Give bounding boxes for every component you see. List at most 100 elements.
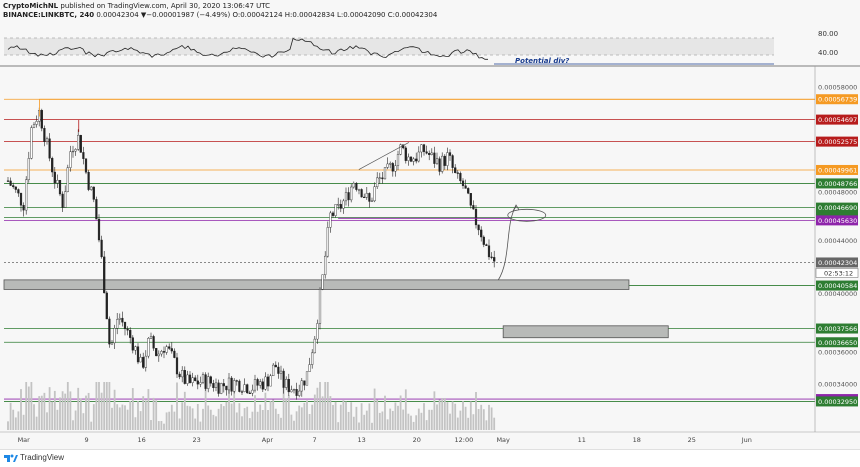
candle — [162, 351, 166, 353]
volume-bar — [269, 401, 272, 430]
candle — [170, 348, 173, 352]
volume-bar — [350, 402, 353, 430]
volume-bar — [326, 382, 329, 430]
volume-bar — [441, 397, 444, 430]
volume-bar — [22, 414, 25, 430]
volume-bar — [472, 414, 475, 430]
candles — [6, 107, 496, 400]
candle — [331, 212, 335, 216]
candle — [207, 376, 210, 389]
candle — [129, 329, 132, 338]
candle — [149, 336, 153, 339]
volume-bar — [173, 411, 176, 430]
candle — [48, 138, 51, 159]
volume-bar — [105, 382, 108, 430]
candle — [45, 138, 49, 142]
volume-bar — [186, 405, 189, 430]
candle — [357, 189, 361, 191]
volume-bar — [178, 418, 181, 430]
candle — [376, 177, 379, 187]
volume-bar — [311, 404, 314, 430]
candle — [428, 153, 431, 155]
countdown-label: 02:53:12 — [824, 269, 853, 277]
volume-bar — [267, 410, 269, 430]
level-label-bg — [816, 202, 858, 213]
candle — [269, 375, 272, 387]
volume-bar — [150, 420, 152, 430]
volume-bar — [438, 399, 441, 430]
candle — [370, 200, 374, 202]
price-tick: 0.00034000 — [818, 380, 857, 388]
level-label-bg — [816, 136, 858, 147]
candle — [383, 167, 387, 180]
volume-bar — [449, 413, 451, 430]
time-tick: 12:00 — [455, 436, 474, 444]
volume-bar — [459, 410, 462, 430]
level-label-bg — [816, 323, 858, 334]
volume-bar — [183, 391, 186, 430]
volume-bar — [33, 404, 35, 430]
volume-bar — [82, 413, 85, 430]
volume-bar — [420, 412, 423, 430]
volume-bar — [90, 421, 93, 430]
candle — [30, 127, 33, 159]
volume-bar — [316, 387, 319, 430]
volume-bar — [319, 382, 321, 430]
volume-bar — [475, 392, 477, 430]
candle — [251, 389, 254, 394]
candle — [58, 179, 62, 195]
volume-bar — [207, 405, 210, 430]
volume-bar — [95, 382, 98, 430]
volume-bar — [464, 406, 467, 430]
volume-bar — [43, 392, 46, 430]
volume-bar — [124, 405, 126, 430]
level-label: 0.00032950 — [818, 398, 857, 406]
candle — [35, 121, 38, 125]
price-level-labels: 0.00056739 0.00054697 0.00052575 0.00049961… — [815, 94, 859, 407]
volume-bar — [233, 391, 236, 430]
candle — [238, 380, 241, 392]
price-chart[interactable]: 80.00 40.00 Potential div? 0.000580000.0… — [0, 0, 860, 449]
level-label: 0.00052575 — [818, 138, 857, 146]
volume-bar — [456, 417, 459, 430]
candle — [404, 147, 407, 161]
volume-bar — [131, 388, 134, 430]
candle — [311, 352, 314, 365]
volume-bar — [381, 411, 384, 430]
volume-bar — [142, 396, 145, 430]
volume-bar — [61, 391, 64, 430]
volume-bar — [48, 387, 51, 430]
time-tick: Apr — [262, 436, 274, 444]
candle — [313, 338, 316, 354]
candle — [287, 378, 290, 393]
volume-bar — [391, 410, 394, 430]
level-label-bg — [816, 257, 858, 268]
candle — [295, 389, 298, 396]
time-tick: 11 — [578, 436, 586, 444]
candle — [318, 289, 322, 324]
time-tick: 13 — [358, 436, 366, 444]
low-value: L:0.00042090 — [336, 11, 386, 19]
volume-bar — [451, 401, 454, 430]
candle — [381, 177, 384, 180]
volume-bar — [163, 423, 165, 430]
volume-bar — [256, 411, 259, 430]
price-tick: 0.00040000 — [818, 290, 857, 298]
candle — [103, 256, 106, 294]
candle — [342, 200, 345, 209]
candle — [308, 364, 311, 372]
candle — [438, 158, 441, 172]
volume-bar — [277, 413, 280, 430]
volume-bar — [217, 408, 220, 430]
candle — [69, 151, 72, 168]
candle — [217, 382, 220, 394]
volume-bar — [308, 413, 311, 430]
level-label-bg — [816, 114, 858, 125]
volume-bar — [365, 410, 368, 430]
volume-bar — [137, 401, 139, 430]
volume-bar — [298, 405, 301, 430]
candle — [165, 346, 168, 353]
volume-bar — [358, 422, 360, 430]
candle — [253, 379, 257, 391]
